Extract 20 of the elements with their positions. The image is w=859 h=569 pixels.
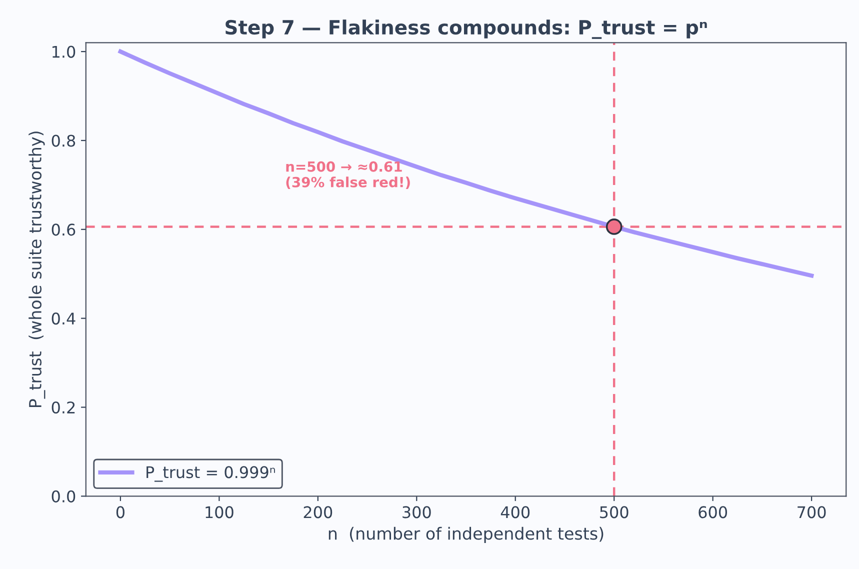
y-tick-label: 0.8 [52,134,76,147]
y-axis-title: P_trust (whole suite trustworthy) [28,132,46,408]
y-tick-label: 0.4 [52,312,76,325]
y-tick-label: 1.0 [52,46,76,58]
x-tick-label: 600 [698,506,728,518]
y-tick-label: 0.2 [52,401,75,414]
x-tick-label: 300 [402,506,431,518]
x-tick-label: 500 [600,506,628,518]
line-series [118,49,814,278]
legend-label: P_trust = 0.999ⁿ [146,466,275,482]
x-tick-label: 200 [304,506,332,518]
annotation: n=500 → ≈0.61 (39% false red!) [286,161,410,190]
x-tick-label: 700 [798,506,826,518]
x-tick-label: 0 [116,506,124,518]
y-tick-label: 0.6 [52,224,76,236]
x-axis-title: n (number of independent tests) [328,526,604,544]
chart-title: Step 7 — Flakiness compounds: P_trust = pⁿ [226,20,707,39]
x-tick-label: 400 [500,506,530,518]
x-tick-label: 100 [206,506,234,518]
y-tick-label: 0.0 [52,490,76,502]
